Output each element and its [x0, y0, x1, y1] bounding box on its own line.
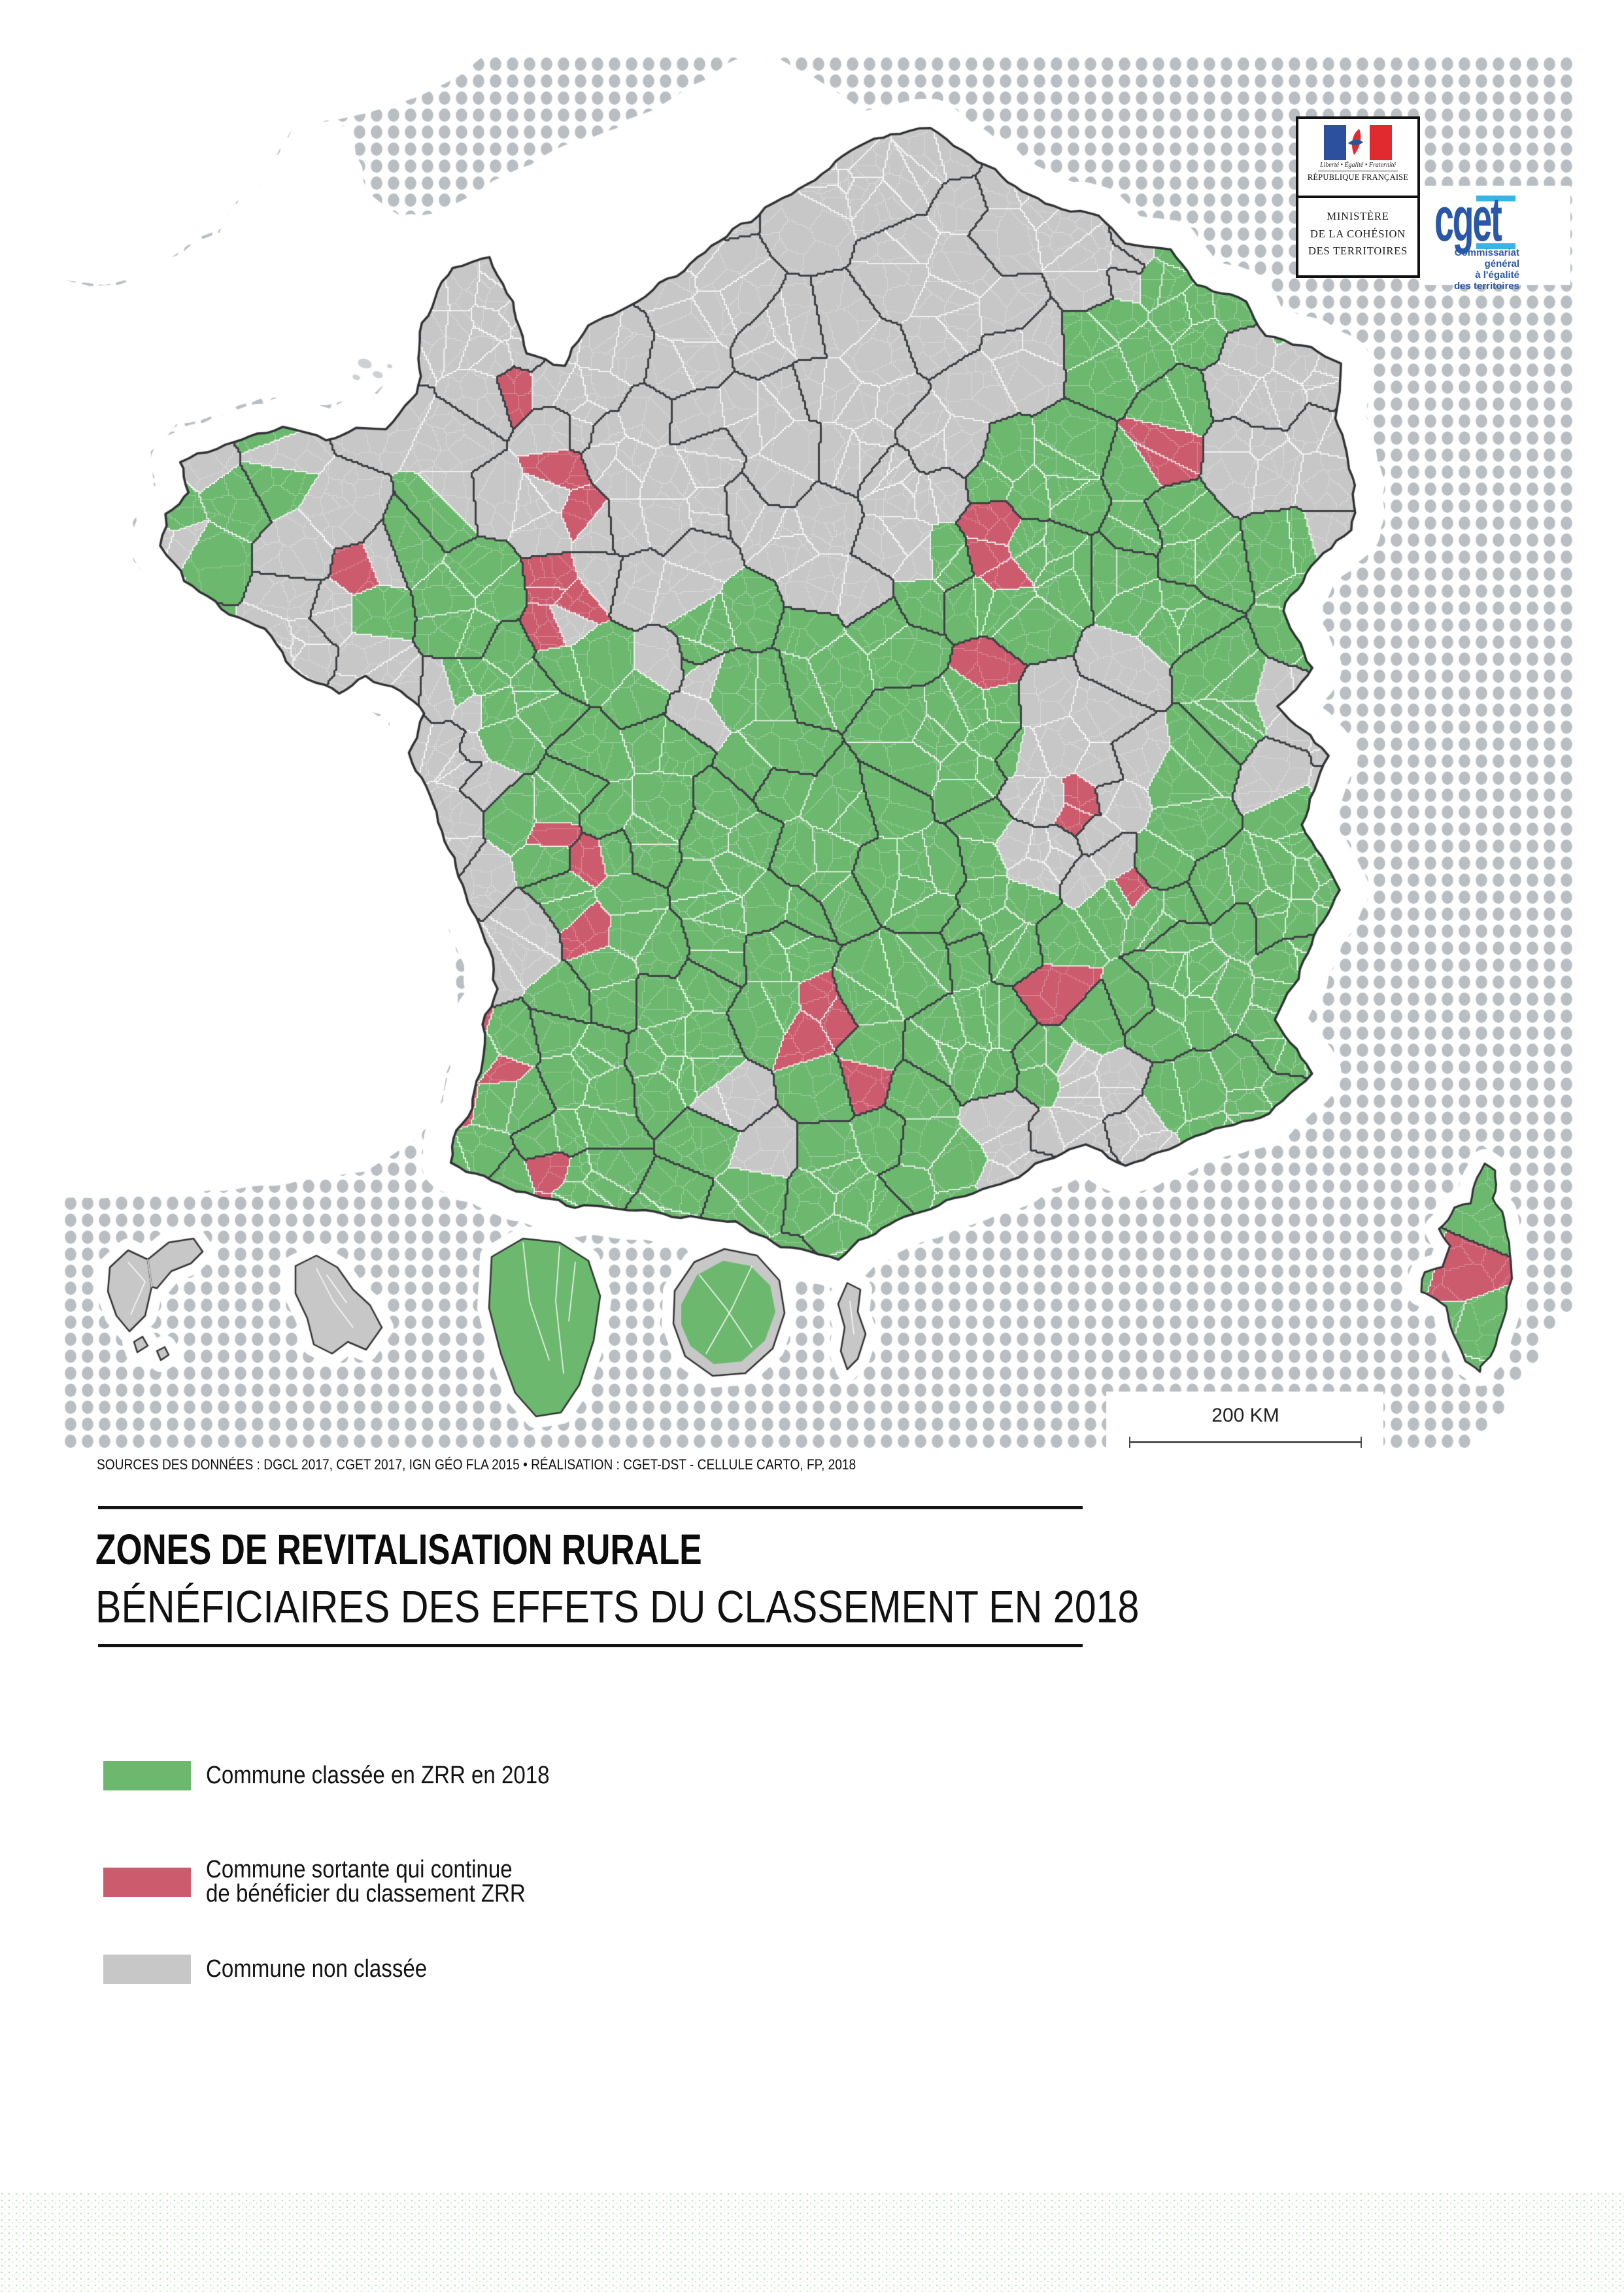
french-flag-marianne-icon	[1324, 125, 1392, 160]
scale-bar-label: 200 KM	[1211, 1405, 1279, 1426]
motto-text: Liberté • Égalité • Fraternité	[1320, 162, 1396, 169]
poster-title: ZONES DE REVITALISATION RURALE	[95, 1525, 702, 1573]
cget-bottom-bar	[1476, 243, 1515, 249]
legend-item-non-classee: Commune non classée	[103, 1955, 460, 1984]
data-sources-note: SOURCES DES DONNÉES : DGCL 2017, CGET 20…	[97, 1456, 856, 1473]
title-top-rule	[98, 1506, 1083, 1509]
scale-bar-left-tick	[1129, 1437, 1130, 1448]
footer-security-texture	[0, 2192, 1624, 2292]
legend-label-classee-2018: Commune classée en ZRR en 2018	[206, 1762, 550, 1789]
scale-bar	[1129, 1437, 1362, 1448]
ministry-name: MINISTÈRE DE LA COHÉSION DES TERRITOIRES	[1298, 198, 1417, 260]
ministry-logo-block: Liberté • Égalité • Fraternité RÉPUBLIQU…	[1296, 116, 1420, 278]
cget-descriptor-line: des territoires	[1453, 281, 1519, 292]
legend-label-non-classee: Commune non classée	[206, 1955, 428, 1983]
legend-item-classee-2018: Commune classée en ZRR en 2018	[103, 1761, 601, 1790]
legend-swatch-red	[103, 1867, 191, 1897]
cget-wordmark: cget	[1434, 184, 1502, 254]
ministry-line-2: DE LA COHÉSION	[1310, 227, 1406, 240]
poster-subtitle: BÉNÉFICIAIRES DES EFFETS DU CLASSEMENT E…	[95, 1581, 1140, 1632]
cget-top-bar	[1476, 196, 1515, 201]
cget-descriptor-line: à l'égalité	[1475, 269, 1519, 281]
legend-swatch-gray	[103, 1955, 191, 1984]
ministry-line-1: MINISTÈRE	[1327, 210, 1389, 222]
republique-text: RÉPUBLIQUE FRANÇAISE	[1307, 173, 1409, 182]
title-bottom-rule	[98, 1644, 1083, 1647]
ministry-line-3: DES TERRITOIRES	[1308, 245, 1408, 257]
legend-swatch-green	[103, 1761, 191, 1790]
republique-francaise-logo: Liberté • Égalité • Fraternité RÉPUBLIQU…	[1298, 119, 1417, 198]
cget-descriptor-line: Commissariat	[1454, 247, 1519, 258]
cget-descriptor: Commissariat général à l'égalité des ter…	[1399, 247, 1519, 292]
legend-item-sortante: Commune sortante qui continue de bénéfic…	[103, 1856, 573, 1907]
cget-descriptor-line: général	[1484, 258, 1519, 269]
scale-bar-right-tick	[1361, 1437, 1362, 1448]
legend-label-sortante: Commune sortante qui continue de bénéfic…	[206, 1856, 526, 1907]
